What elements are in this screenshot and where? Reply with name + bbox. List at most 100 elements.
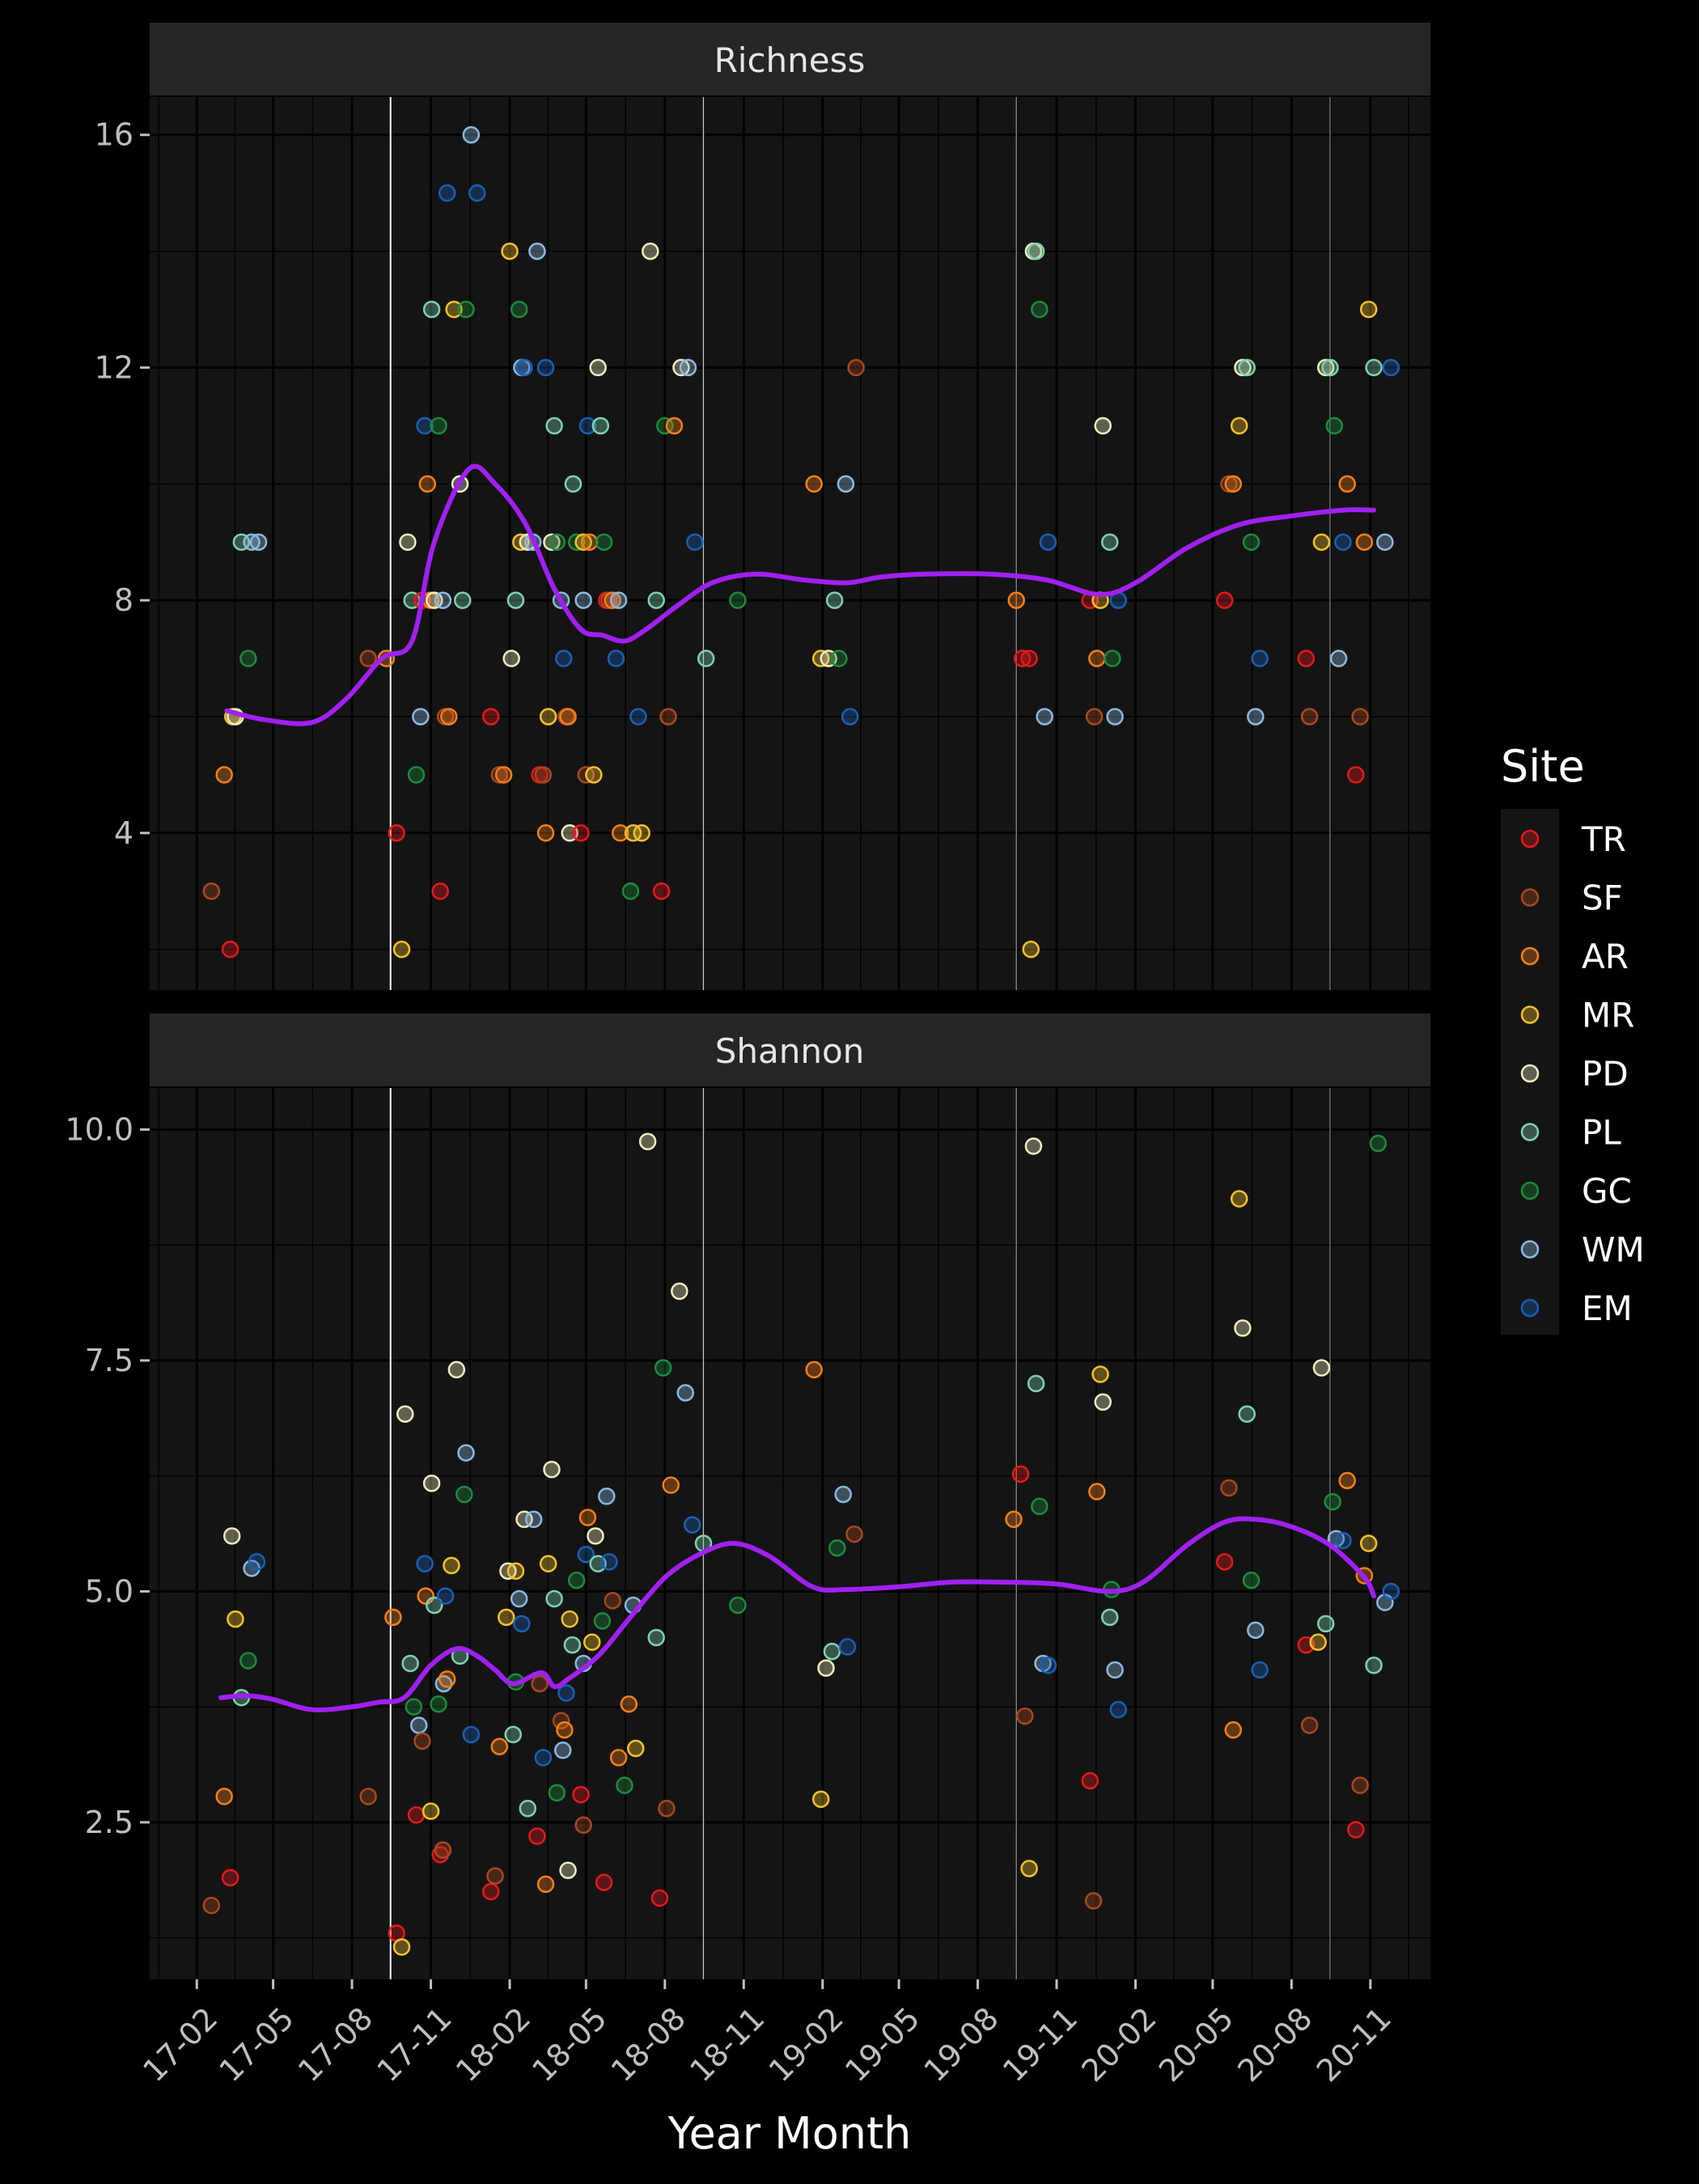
data-point-ar — [1088, 650, 1106, 667]
data-point-pd — [671, 1282, 688, 1300]
data-point-gc — [1369, 1134, 1388, 1153]
legend-label-tr: TR — [1581, 819, 1626, 859]
data-point-em — [248, 1553, 266, 1571]
data-point-gc — [457, 300, 475, 319]
data-point-mr — [506, 1562, 525, 1580]
data-point-pl — [591, 417, 610, 435]
data-point-em — [1251, 650, 1269, 667]
data-point-gc — [510, 300, 528, 319]
data-point-pd — [543, 533, 561, 551]
legend-label-mr: MR — [1582, 996, 1634, 1035]
data-point-pl — [1027, 1374, 1045, 1393]
data-point-pl — [825, 591, 844, 609]
data-point-gc — [567, 1571, 586, 1589]
data-point-ar — [805, 1361, 823, 1379]
data-point-pd — [1024, 1137, 1043, 1155]
data-point-em — [607, 650, 625, 667]
data-point-em — [462, 1725, 481, 1744]
data-point-ar — [580, 533, 599, 551]
data-point-mr — [1230, 1190, 1248, 1208]
data-point-pd — [589, 358, 607, 377]
data-point-ar — [665, 417, 684, 435]
legend-items: TR SF AR MR PD PL GC WM EM — [1520, 819, 1645, 1328]
data-point-gc — [828, 1539, 846, 1557]
data-point-ar — [536, 824, 555, 842]
data-point-sf — [202, 882, 221, 900]
data-point-mr — [561, 1610, 578, 1628]
data-point-mr — [633, 824, 650, 842]
data-point-wm — [412, 708, 430, 726]
legend-label-ar: AR — [1582, 937, 1629, 976]
data-point-pl — [564, 475, 583, 493]
data-point-pl — [504, 1725, 523, 1744]
data-point-em — [1039, 1656, 1057, 1674]
data-point-tr — [1347, 1821, 1365, 1839]
data-point-tr — [1081, 1771, 1099, 1790]
data-point-sf — [434, 1841, 452, 1859]
data-point-mr — [627, 1739, 645, 1758]
data-point-pd — [1234, 1319, 1252, 1337]
data-point-mr — [443, 1556, 460, 1575]
data-point-ar — [418, 475, 437, 493]
data-point-em — [577, 1545, 595, 1564]
data-point-gc — [595, 533, 613, 551]
data-point-pl — [545, 417, 563, 435]
data-point-em — [1382, 358, 1400, 377]
data-point-ar — [1007, 591, 1025, 609]
data-point-gc — [405, 1698, 423, 1716]
data-point-tr — [1215, 591, 1234, 609]
strip-richness — [150, 23, 1430, 95]
strip-shannon — [150, 1014, 1430, 1086]
data-point-sf — [359, 650, 377, 667]
y-tick-label: 10.0 — [65, 1111, 133, 1147]
data-point-ar — [384, 1608, 402, 1627]
data-point-gc — [239, 650, 257, 667]
data-point-pl — [1365, 1656, 1383, 1674]
data-point-gc — [1324, 1492, 1341, 1511]
legend-key-gc — [1520, 1181, 1540, 1200]
data-point-em — [600, 1553, 618, 1571]
data-point-sf — [845, 1525, 863, 1543]
data-point-em — [686, 533, 704, 551]
data-point-pd — [222, 1527, 241, 1545]
data-point-wm — [1036, 708, 1053, 726]
data-point-wm — [553, 1742, 572, 1759]
data-point-pd — [559, 1861, 577, 1879]
data-point-mr — [1359, 1534, 1378, 1552]
data-point-pd — [1094, 1393, 1112, 1412]
legend-label-pl: PL — [1582, 1113, 1621, 1153]
data-point-pd — [399, 533, 417, 551]
plot-area-richness — [150, 97, 1430, 990]
data-point-sf — [202, 1896, 221, 1915]
data-point-wm — [462, 125, 481, 144]
data-point-tr — [407, 1805, 426, 1824]
data-point-em — [841, 708, 859, 726]
data-point-ar — [215, 1788, 233, 1805]
data-point-wm — [679, 358, 697, 377]
legend-title: Site — [1501, 741, 1585, 792]
data-point-pl — [1316, 1615, 1335, 1633]
data-point-gc — [616, 1776, 633, 1794]
data-point-tr — [388, 824, 405, 842]
data-point-pl — [401, 1654, 419, 1673]
data-point-mr — [392, 1938, 411, 1956]
points-richness — [202, 125, 1400, 959]
data-point-wm — [837, 475, 855, 493]
data-point-wm — [1329, 650, 1348, 667]
y-tick-label: 16 — [95, 117, 133, 153]
data-point-pd — [642, 242, 659, 260]
data-point-em — [515, 358, 533, 377]
data-point-sf — [534, 766, 553, 784]
data-point-pl — [506, 591, 525, 609]
data-point-pl — [647, 1628, 665, 1647]
data-point-ar — [440, 708, 458, 726]
legend-key-sf — [1520, 888, 1540, 907]
data-point-sf — [490, 766, 509, 784]
y-tick-label: 8 — [114, 582, 133, 618]
data-point-pl — [1365, 358, 1383, 377]
strip-label-richness: Richness — [714, 40, 866, 80]
data-point-em — [468, 184, 486, 202]
data-point-ar — [1088, 1483, 1106, 1500]
legend-key-background — [1501, 809, 1559, 1335]
data-point-gc — [1325, 417, 1344, 435]
